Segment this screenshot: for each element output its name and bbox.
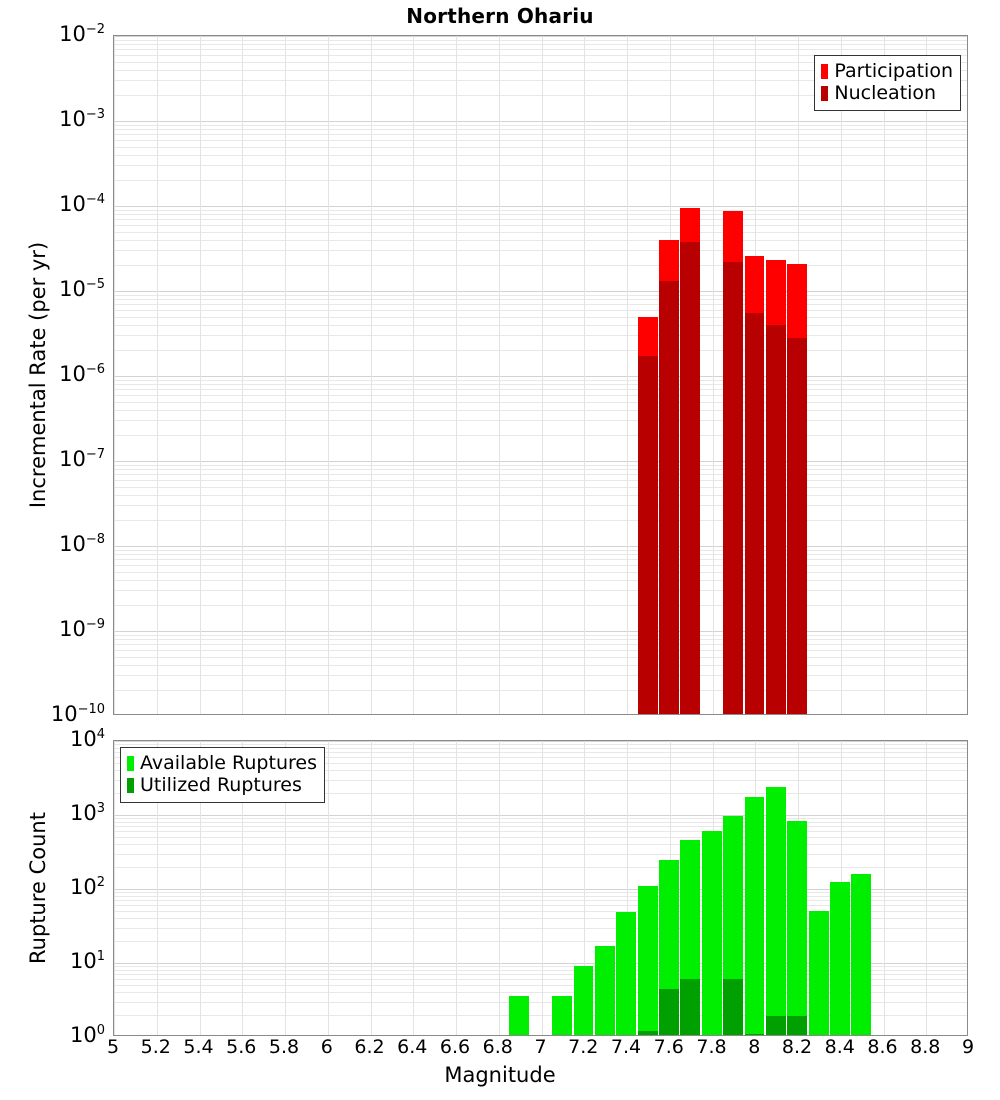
legend-swatch-icon [127, 778, 134, 793]
incremental-rate-plot: ParticipationNucleation [113, 35, 968, 715]
y-tick-label: 104 [0, 729, 105, 750]
y-tick-label: 10−7 [0, 449, 105, 470]
bar-available-ruptures [616, 912, 636, 1036]
bar-nucleation [659, 281, 679, 715]
bottom-panel-legend: Available RupturesUtilized Ruptures [120, 747, 325, 803]
bar-utilized-ruptures [787, 1016, 807, 1036]
bar-nucleation [787, 338, 807, 715]
legend-label: Participation [834, 60, 953, 82]
y-tick-label: 102 [0, 877, 105, 898]
gridline-vertical [114, 741, 115, 1035]
bar-available-ruptures [745, 797, 765, 1036]
y-tick-label: 10−6 [0, 364, 105, 385]
bar-available-ruptures [809, 911, 829, 1036]
y-tick-label: 10−10 [0, 704, 105, 725]
bar-available-ruptures [702, 831, 722, 1036]
legend-swatch-icon [821, 64, 828, 79]
y-tick-label: 103 [0, 803, 105, 824]
gridline-vertical [713, 36, 714, 714]
bar-available-ruptures [787, 821, 807, 1036]
legend-item: Available Ruptures [127, 752, 317, 774]
y-tick-label: 10−5 [0, 279, 105, 300]
gridline-vertical [200, 36, 201, 714]
gridline-vertical [584, 36, 585, 714]
figure-container: Northern Ohariu Incremental Rate (per yr… [0, 0, 1000, 1100]
bar-nucleation [745, 313, 765, 715]
legend-item: Nucleation [821, 82, 953, 104]
gridline-vertical [328, 741, 329, 1035]
y-tick-label: 10−4 [0, 194, 105, 215]
legend-label: Nucleation [834, 82, 936, 104]
y-tick-label: 101 [0, 951, 105, 972]
gridline-vertical [884, 741, 885, 1035]
bar-available-ruptures [595, 946, 615, 1036]
gridline-vertical [841, 36, 842, 714]
x-axis-label: Magnitude [0, 1063, 1000, 1087]
gridline-vertical [884, 36, 885, 714]
top-panel-legend: ParticipationNucleation [814, 55, 961, 111]
bar-available-ruptures [574, 966, 594, 1036]
gridline-vertical [627, 36, 628, 714]
legend-item: Utilized Ruptures [127, 774, 317, 796]
bar-nucleation [723, 262, 743, 715]
gridline-vertical [413, 741, 414, 1035]
gridline-vertical [413, 36, 414, 714]
legend-swatch-icon [127, 756, 134, 771]
gridline-vertical [285, 36, 286, 714]
gridline-vertical [499, 36, 500, 714]
legend-swatch-icon [821, 86, 828, 101]
rupture-count-plot: Available RupturesUtilized Ruptures [113, 740, 968, 1036]
bar-utilized-ruptures [659, 989, 679, 1036]
legend-label: Available Ruptures [140, 752, 317, 774]
legend-label: Utilized Ruptures [140, 774, 302, 796]
bar-available-ruptures [766, 787, 786, 1036]
gridline-vertical [542, 741, 543, 1035]
y-tick-label: 10−9 [0, 619, 105, 640]
gridline-vertical [499, 741, 500, 1035]
gridline-vertical [456, 36, 457, 714]
bar-utilized-ruptures [680, 979, 700, 1036]
gridline-vertical [926, 741, 927, 1035]
gridline-vertical [114, 36, 115, 714]
bar-available-ruptures [552, 996, 572, 1036]
bar-nucleation [638, 356, 658, 715]
bar-available-ruptures [851, 874, 871, 1036]
gridline-vertical [242, 36, 243, 714]
bar-utilized-ruptures [766, 1016, 786, 1036]
bar-nucleation [766, 325, 786, 715]
bar-utilized-ruptures [723, 979, 743, 1036]
gridline-vertical [926, 36, 927, 714]
gridline-vertical [157, 36, 158, 714]
bar-available-ruptures [509, 996, 529, 1036]
gridline-vertical [542, 36, 543, 714]
page-title: Northern Ohariu [0, 4, 1000, 28]
y-tick-label: 10−3 [0, 109, 105, 130]
legend-item: Participation [821, 60, 953, 82]
gridline-vertical [371, 36, 372, 714]
gridline-vertical [328, 36, 329, 714]
bar-available-ruptures [638, 886, 658, 1036]
y-tick-label: 10−8 [0, 534, 105, 555]
x-tick-label: 9 [938, 1038, 998, 1057]
bar-available-ruptures [830, 882, 850, 1036]
bar-nucleation [680, 242, 700, 715]
gridline-vertical [456, 741, 457, 1035]
gridline-vertical [371, 741, 372, 1035]
y-tick-label: 10−2 [0, 24, 105, 45]
